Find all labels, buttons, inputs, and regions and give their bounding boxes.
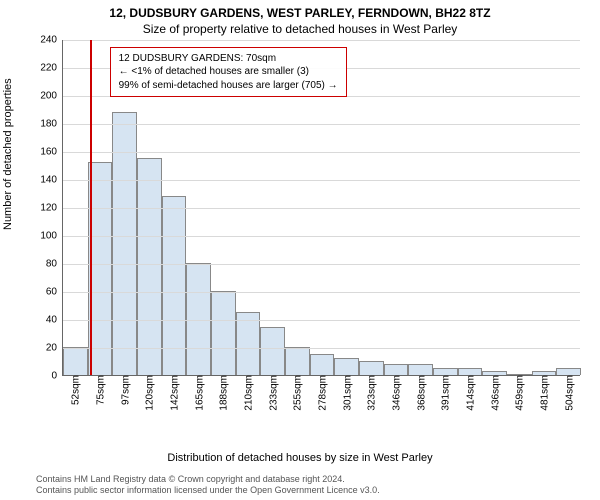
y-tick-label: 100 — [40, 231, 63, 242]
x-tick-label: 323sqm — [365, 375, 378, 411]
histogram-bar — [137, 158, 162, 375]
x-tick-label: 210sqm — [242, 375, 255, 411]
x-tick-label: 165sqm — [192, 375, 205, 411]
y-axis-label: Number of detached properties — [2, 78, 14, 230]
x-tick-label: 188sqm — [217, 375, 230, 411]
x-tick-label: 414sqm — [464, 375, 477, 411]
x-tick-label: 233sqm — [266, 375, 279, 411]
y-tick-label: 80 — [46, 259, 63, 270]
histogram-bar — [260, 327, 285, 375]
histogram-bar — [186, 263, 211, 375]
x-tick-label: 368sqm — [414, 375, 427, 411]
gridline — [63, 320, 580, 321]
histogram-bar — [384, 364, 409, 375]
plot-area: 02040608010012014016018020022024052sqm75… — [62, 40, 580, 376]
histogram-bar — [458, 368, 483, 375]
x-tick-label: 301sqm — [340, 375, 353, 411]
x-tick-label: 120sqm — [143, 375, 156, 411]
x-tick-label: 436sqm — [488, 375, 501, 411]
gridline — [63, 208, 580, 209]
annotation-line: 99% of semi-detached houses are larger (… — [119, 79, 338, 93]
y-tick-label: 160 — [40, 147, 63, 158]
x-tick-label: 255sqm — [291, 375, 304, 411]
y-tick-label: 140 — [40, 175, 63, 186]
x-axis-label: Distribution of detached houses by size … — [0, 452, 600, 464]
chart-title-line2: Size of property relative to detached ho… — [0, 22, 600, 36]
y-tick-label: 240 — [40, 35, 63, 46]
gridline — [63, 264, 580, 265]
annotation-line: ← <1% of detached houses are smaller (3) — [119, 65, 338, 79]
y-tick-label: 20 — [46, 343, 63, 354]
histogram-bar — [556, 368, 581, 375]
gridline — [63, 152, 580, 153]
histogram-bar — [433, 368, 458, 375]
x-tick-label: 391sqm — [439, 375, 452, 411]
histogram-bar — [359, 361, 384, 375]
y-tick-label: 220 — [40, 63, 63, 74]
y-tick-label: 200 — [40, 91, 63, 102]
x-tick-label: 346sqm — [390, 375, 403, 411]
gridline — [63, 124, 580, 125]
histogram-bar — [310, 354, 335, 375]
footer-line2: Contains public sector information licen… — [36, 485, 600, 496]
x-tick-label: 75sqm — [94, 375, 107, 405]
histogram-bar — [63, 347, 88, 375]
x-tick-label: 142sqm — [168, 375, 181, 411]
chart-container: { "chart": { "type": "histogram", "title… — [0, 0, 600, 500]
footer: Contains HM Land Registry data © Crown c… — [0, 474, 600, 496]
y-tick-label: 120 — [40, 203, 63, 214]
y-tick-label: 0 — [51, 371, 63, 382]
histogram-bar — [236, 312, 261, 375]
x-tick-label: 459sqm — [513, 375, 526, 411]
histogram-bar — [211, 291, 236, 375]
x-tick-label: 481sqm — [538, 375, 551, 411]
annotation-box: 12 DUDSBURY GARDENS: 70sqm← <1% of detac… — [110, 47, 347, 98]
gridline — [63, 348, 580, 349]
gridline — [63, 292, 580, 293]
histogram-bar — [408, 364, 433, 375]
gridline — [63, 236, 580, 237]
reference-line — [90, 40, 92, 375]
gridline — [63, 180, 580, 181]
x-tick-label: 278sqm — [316, 375, 329, 411]
annotation-line: 12 DUDSBURY GARDENS: 70sqm — [119, 52, 338, 66]
gridline — [63, 40, 580, 41]
y-tick-label: 60 — [46, 287, 63, 298]
y-tick-label: 40 — [46, 315, 63, 326]
y-tick-label: 180 — [40, 119, 63, 130]
chart-title-line1: 12, DUDSBURY GARDENS, WEST PARLEY, FERND… — [0, 6, 600, 20]
histogram-bar — [334, 358, 359, 375]
x-tick-label: 52sqm — [69, 375, 82, 405]
x-tick-label: 504sqm — [562, 375, 575, 411]
x-tick-label: 97sqm — [118, 375, 131, 405]
histogram-bar — [285, 347, 310, 375]
footer-line1: Contains HM Land Registry data © Crown c… — [36, 474, 600, 485]
